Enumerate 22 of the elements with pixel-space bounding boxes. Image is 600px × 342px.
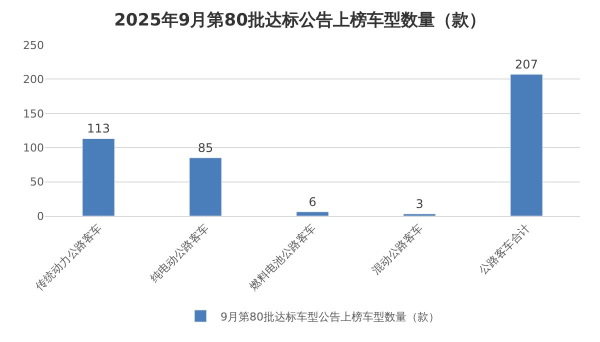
data-label: 85: [198, 140, 214, 155]
x-tick-label: 公路客车合计: [476, 222, 533, 278]
data-label: 6: [308, 194, 316, 209]
data-label: 207: [515, 57, 538, 72]
x-tick-label: 混动公路客车: [370, 222, 426, 278]
y-tick-label: 150: [23, 107, 44, 120]
x-tick-label: 燃料电池公路客车: [247, 222, 319, 293]
x-tick-label: 传统动力公路客车: [33, 222, 105, 293]
bar: [296, 212, 329, 216]
y-tick-label: 0: [37, 210, 44, 223]
bar: [82, 138, 115, 216]
legend-label: 9月第80批达标车型公告上榜车型数量（款）: [220, 310, 440, 324]
y-tick-label: 100: [23, 141, 44, 154]
x-tick-label: 纯电动公路客车: [148, 222, 212, 286]
y-tick-label: 250: [23, 38, 44, 52]
y-tick-label: 200: [23, 73, 44, 86]
data-label: 113: [87, 122, 110, 136]
y-tick-label: 50: [30, 176, 44, 189]
data-label: 3: [416, 196, 424, 211]
chart-title: 2025年9月第80批达标公告上榜车型数量（款）: [114, 10, 486, 31]
bar: [510, 74, 543, 216]
bar: [189, 158, 222, 216]
